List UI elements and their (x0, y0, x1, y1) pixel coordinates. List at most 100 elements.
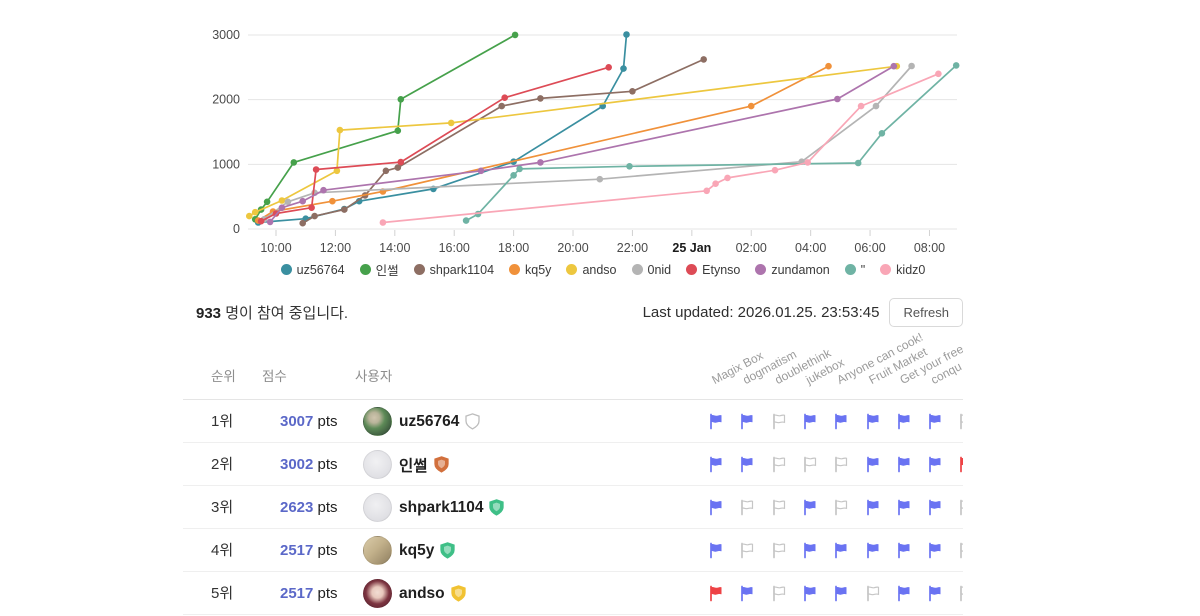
data-point (703, 187, 710, 195)
flag-solved-icon (802, 499, 819, 516)
flag-unsolved-icon (771, 585, 788, 602)
tier-shield-icon (440, 542, 455, 559)
username-link[interactable]: andso (399, 584, 445, 602)
flag-first-blood-icon (958, 456, 963, 473)
flag-unsolved-icon (802, 456, 819, 473)
user-cell: 인썰 (399, 443, 449, 486)
legend-label: andso (582, 262, 617, 277)
x-axis-tick-label: 08:00 (914, 241, 945, 255)
score-value: 3007 (280, 413, 314, 430)
legend-item[interactable]: andso (566, 262, 617, 277)
legend-label: uz56764 (296, 262, 345, 277)
avatar (363, 579, 392, 608)
data-point (700, 56, 707, 63)
legend-item[interactable]: 인썰 (359, 260, 399, 279)
flag-solved-icon (927, 456, 944, 473)
score-unit: pts (313, 585, 338, 602)
rank-cell: 4위 (211, 542, 234, 559)
flag-solved-icon (833, 542, 850, 559)
data-point (308, 204, 315, 211)
score-value: 2623 (280, 499, 314, 516)
flag-unsolved-icon (771, 413, 788, 430)
user-column-header: 사용자 (355, 369, 393, 384)
username-link[interactable]: kq5y (399, 541, 435, 559)
data-point (320, 186, 327, 194)
participants-number: 933 (196, 304, 222, 322)
legend-label: zundamon (771, 262, 830, 277)
legend-color-dot (755, 264, 767, 275)
data-point (537, 159, 544, 166)
username-link[interactable]: shpark1104 (399, 498, 484, 516)
flag-solved-icon (802, 542, 819, 559)
username-link[interactable]: 인썰 (399, 457, 428, 475)
score-cell: 3007 pts (280, 400, 338, 443)
flag-solved-icon (896, 499, 913, 516)
legend-color-dot (686, 264, 698, 275)
flag-solved-icon (896, 542, 913, 559)
score-value: 2517 (280, 585, 314, 602)
legend-color-dot (413, 264, 425, 275)
user-cell: kq5y (399, 529, 455, 572)
legend-color-dot (880, 264, 892, 275)
legend-item[interactable]: zundamon (755, 262, 830, 277)
data-point (605, 64, 612, 71)
chart-legend: uz56764 인썰 shpark1104 kq5y andso 0nid Etynso zu… (248, 260, 958, 279)
avatar (363, 536, 392, 565)
score-unit: pts (313, 456, 338, 473)
username-link[interactable]: uz56764 (399, 412, 460, 430)
legend-item[interactable]: Etynso (686, 263, 740, 277)
data-point (516, 165, 523, 173)
legend-item[interactable]: " (844, 263, 865, 277)
flag-unsolved-icon (958, 585, 963, 602)
flag-unsolved-icon (771, 456, 788, 473)
status-bar: 933 명이 참여 중입니다. Last updated: 2026.01.25… (183, 296, 963, 328)
avatar (363, 450, 392, 479)
series-line (248, 65, 897, 217)
data-point (510, 172, 517, 179)
y-axis-tick-label: 2000 (212, 93, 240, 107)
data-point (747, 102, 755, 110)
table-row: 5위 2517 pts andso (183, 572, 963, 615)
legend-item[interactable]: uz56764 (280, 262, 345, 277)
participants-count: 933 명이 참여 중입니다. (183, 302, 348, 323)
refresh-button[interactable]: Refresh (889, 297, 963, 327)
tier-shield-icon (489, 499, 505, 516)
flag-solved-icon (708, 413, 725, 430)
last-updated-text: Last updated: 2026.01.25. 23:53:45 (642, 303, 880, 321)
avatar (363, 493, 392, 522)
data-point (825, 62, 832, 70)
tier-shield-icon (451, 585, 466, 602)
legend-label: Etynso (702, 262, 741, 277)
data-point (299, 219, 307, 227)
legend-color-dot (566, 264, 578, 275)
data-point (620, 65, 627, 72)
tier-shield-icon (433, 456, 449, 473)
flag-first-blood-icon (708, 585, 725, 602)
data-point (290, 159, 298, 166)
data-point (623, 31, 630, 38)
data-point (854, 159, 862, 167)
legend-color-dot (359, 264, 371, 275)
data-point (263, 198, 271, 206)
legend-item[interactable]: kidz0 (880, 263, 925, 277)
flag-unsolved-icon (833, 499, 850, 516)
legend-item[interactable]: 0nid (631, 262, 672, 277)
x-axis-tick-label: 20:00 (557, 241, 588, 255)
data-point (394, 127, 402, 134)
flag-solved-icon (896, 413, 913, 430)
flag-solved-icon (927, 542, 944, 559)
series-line (260, 66, 609, 222)
score-value: 3002 (280, 456, 314, 473)
flag-solved-icon (865, 499, 882, 516)
data-point (857, 102, 865, 110)
flag-solved-icon (896, 585, 913, 602)
legend-item[interactable]: shpark1104 (413, 262, 495, 277)
legend-label: 0nid (647, 262, 672, 277)
legend-label: shpark1104 (429, 262, 495, 277)
data-point (397, 96, 405, 103)
legend-item[interactable]: kq5y (509, 263, 551, 277)
y-axis-tick-label: 1000 (212, 157, 240, 171)
data-point (935, 70, 942, 78)
data-point (804, 159, 811, 166)
data-point (462, 217, 470, 224)
